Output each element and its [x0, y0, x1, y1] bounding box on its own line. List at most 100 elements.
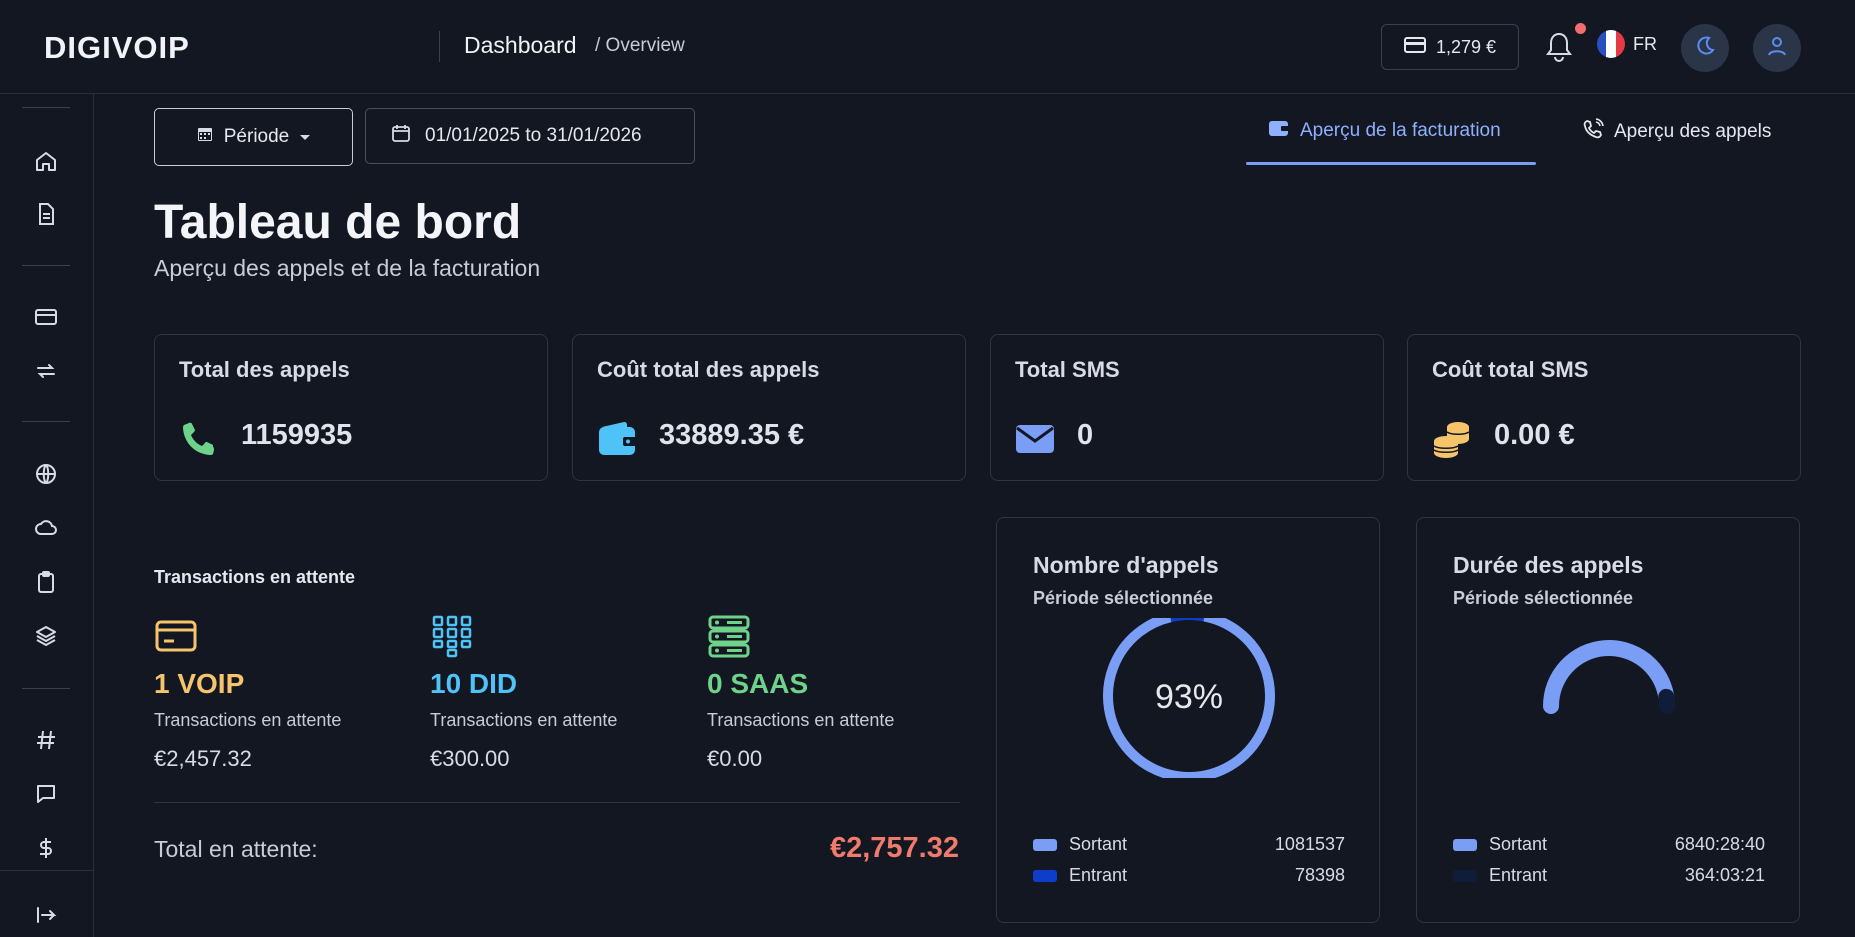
chart-subtitle: Période sélectionnée: [1033, 588, 1214, 608]
hash-icon[interactable]: [33, 727, 59, 753]
sidebar: [0, 94, 94, 937]
transfer-icon[interactable]: [33, 358, 59, 384]
chart-subtitle: Période sélectionnée: [1453, 588, 1634, 608]
pending-count: 0 SAAS: [707, 668, 809, 699]
chart-card-call-count: Nombre d'appels Période sélectionnée 93%…: [996, 517, 1380, 923]
chart-title: Nombre d'appels: [1033, 552, 1219, 578]
pending-amount: €0.00: [707, 746, 763, 771]
pending-count: 1 VOIP: [154, 668, 245, 699]
pending-voip: 1 VOIP Transactions en attente €2,457.32: [154, 614, 424, 771]
legend-row-incoming: Entrant 78398: [1033, 865, 1345, 886]
france-flag-icon: [1597, 30, 1625, 58]
donut-center-label: 93%: [1155, 678, 1223, 716]
legend-row-incoming: Entrant 364:03:21: [1453, 865, 1765, 886]
theme-toggle-button[interactable]: [1681, 24, 1729, 72]
pending-divider: [154, 802, 960, 803]
home-icon[interactable]: [33, 148, 59, 174]
legend-value: 364:03:21: [1684, 865, 1765, 885]
page-breadcrumb-title: Dashboard: [464, 32, 577, 58]
pending-label: Transactions en attente: [430, 710, 618, 730]
legend-swatch: [1453, 869, 1477, 882]
active-tab-indicator: [1246, 162, 1536, 165]
tab-billing-overview[interactable]: Aperçu de la facturation: [1268, 118, 1501, 144]
sidebar-divider: [22, 107, 70, 108]
page-title: Tableau de bord: [154, 196, 522, 249]
stat-label: Coût total SMS: [1432, 357, 1589, 382]
donut-slice-sortant[interactable]: [1103, 618, 1275, 778]
language-selector[interactable]: FR: [1597, 30, 1657, 58]
calendar-outline-icon: [391, 123, 411, 149]
date-range-value: 01/01/2025 to 31/01/2026: [425, 125, 642, 146]
date-range-picker[interactable]: 01/01/2025 to 31/01/2026: [365, 108, 695, 164]
legend-value: 1081537: [1274, 834, 1345, 854]
wallet-icon: [597, 419, 637, 459]
pending-saas: 0 SAAS Transactions en attente €0.00: [707, 614, 977, 771]
notification-dot: [1575, 23, 1586, 34]
coins-icon: [1432, 419, 1472, 459]
stat-value: 0.00 €: [1494, 419, 1575, 451]
legend-row-outgoing: Sortant 6840:28:40: [1453, 834, 1765, 855]
caret-down-icon: [299, 126, 311, 148]
stat-label: Coût total des appels: [597, 357, 820, 382]
tab-billing-label: Aperçu de la facturation: [1300, 120, 1501, 141]
legend-label: Sortant: [1489, 834, 1548, 854]
pending-count: 10 DID: [430, 668, 518, 699]
globe-icon[interactable]: [33, 461, 59, 487]
page-breadcrumb-subtitle: / Overview: [595, 35, 685, 56]
stat-card-total-sms-cost: Coût total SMS 0.00 €: [1407, 334, 1801, 481]
stat-card-total-call-cost: Coût total des appels 33889.35 €: [572, 334, 966, 481]
sidebar-divider: [22, 421, 70, 422]
calendar-icon: [196, 125, 214, 149]
credit-card-icon: [154, 614, 198, 658]
pending-total-value: €2,757.32: [829, 832, 959, 864]
pending-label: Transactions en attente: [154, 710, 342, 730]
bell-icon[interactable]: [1543, 30, 1575, 64]
logo[interactable]: DIGIVOIP: [44, 30, 190, 65]
stat-label: Total SMS: [1015, 357, 1120, 382]
legend-row-outgoing: Sortant 1081537: [1033, 834, 1345, 855]
clipboard-icon[interactable]: [33, 569, 59, 595]
phone-icon: [179, 419, 219, 459]
stat-card-total-sms: Total SMS 0: [990, 334, 1384, 481]
legend-label: Sortant: [1069, 834, 1128, 854]
layers-icon[interactable]: [33, 623, 59, 649]
pending-total-label: Total en attente:: [154, 836, 318, 862]
page-subtitle: Aperçu des appels et de la facturation: [154, 255, 541, 281]
stat-value: 33889.35 €: [659, 419, 805, 451]
legend-label: Entrant: [1069, 865, 1128, 885]
tab-calls-overview[interactable]: Aperçu des appels: [1582, 118, 1771, 146]
legend-label: Entrant: [1489, 865, 1548, 885]
tab-calls-label: Aperçu des appels: [1614, 121, 1772, 142]
period-dropdown[interactable]: Période: [154, 108, 353, 166]
balance-value: 1,279 €: [1435, 36, 1497, 57]
keypad-icon: [430, 614, 474, 658]
legend-swatch: [1033, 838, 1057, 851]
pending-label: Transactions en attente: [707, 710, 895, 730]
user-icon: [1766, 35, 1788, 62]
dollar-icon[interactable]: [33, 835, 59, 861]
language-label: FR: [1633, 33, 1657, 54]
pending-title: Transactions en attente: [154, 567, 356, 587]
logout-icon[interactable]: [33, 902, 59, 928]
sidebar-bottom-divider: [0, 870, 94, 871]
phone-volume-icon: [1582, 118, 1604, 146]
envelope-icon: [1015, 419, 1055, 459]
gauge-segment-entrant[interactable]: [1658, 688, 1675, 714]
stat-label: Total des appels: [179, 357, 350, 382]
chart-card-call-duration: Durée des appels Période sélectionnée So…: [1416, 517, 1800, 923]
donut-chart-call-count: 93%: [1103, 618, 1275, 778]
stat-value: 0: [1077, 419, 1094, 451]
top-bar: DIGIVOIP Dashboard / Overview 1,279 € FR: [0, 0, 1855, 94]
legend-swatch: [1033, 869, 1057, 882]
credit-card-icon[interactable]: [33, 304, 59, 330]
sidebar-divider: [22, 265, 70, 266]
gauge-segment-sortant[interactable]: [1543, 640, 1675, 714]
sidebar-divider: [22, 688, 70, 689]
wallet-icon: [1268, 118, 1290, 144]
document-icon[interactable]: [33, 201, 59, 227]
cloud-icon[interactable]: [33, 515, 59, 541]
chart-title: Durée des appels: [1453, 552, 1644, 578]
user-menu-button[interactable]: [1753, 24, 1801, 72]
balance-button[interactable]: 1,279 €: [1381, 24, 1519, 70]
message-icon[interactable]: [33, 781, 59, 807]
